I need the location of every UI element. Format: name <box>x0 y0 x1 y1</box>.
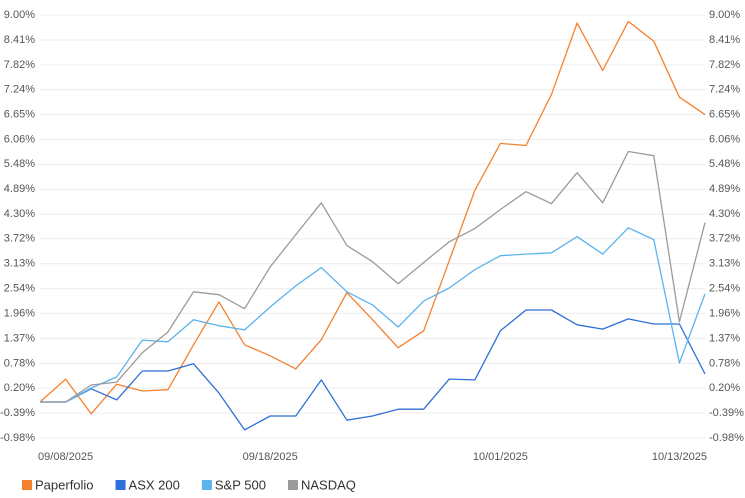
y2-tick-label: 6.65% <box>709 109 740 121</box>
y2-tick-label: 6.06% <box>709 134 740 146</box>
legend-text: NASDAQ <box>301 477 356 492</box>
legend-text: S&P 500 <box>215 477 266 492</box>
y2-tick-label: 3.72% <box>709 233 740 245</box>
x-tick-label: 10/13/2025 <box>652 451 707 463</box>
x-tick-label: 09/18/2025 <box>243 451 298 463</box>
y2-tick-label: 0.78% <box>709 357 740 369</box>
y-tick-label: 2.54% <box>4 283 35 295</box>
y-tick-label: 5.48% <box>4 158 35 170</box>
y2-tick-label: 1.96% <box>709 307 740 319</box>
y2-tick-label: -0.39% <box>709 407 744 419</box>
y2-tick-label: 4.30% <box>709 208 740 220</box>
series-line <box>40 309 706 431</box>
y-tick-label: -0.39% <box>0 407 35 419</box>
legend-swatch <box>22 480 32 490</box>
series-line <box>40 227 706 403</box>
y-tick-label: 3.13% <box>4 258 35 270</box>
y-tick-label: 4.30% <box>4 208 35 220</box>
y-tick-label: 4.89% <box>4 183 35 195</box>
y-tick-label: -0.98% <box>0 432 35 444</box>
series-line <box>39 20 706 415</box>
y-tick-label: 6.65% <box>4 109 35 121</box>
y2-tick-label: 9.00% <box>709 9 740 21</box>
y-tick-label: 1.96% <box>4 307 35 319</box>
y-tick-label: 7.24% <box>4 84 35 96</box>
y2-tick-label: 0.20% <box>709 382 740 394</box>
y-tick-label: 9.00% <box>4 9 35 21</box>
y2-tick-label: 8.41% <box>709 34 740 46</box>
y2-tick-label: -0.98% <box>709 432 744 444</box>
y-tick-label: 1.37% <box>4 332 35 344</box>
y-tick-label: 6.06% <box>4 134 35 146</box>
legend-swatch <box>287 480 298 490</box>
legend-text: ASX 200 <box>129 477 180 492</box>
y-tick-label: 3.72% <box>4 233 35 245</box>
y2-tick-label: 3.13% <box>709 258 740 270</box>
legend-text: Paperfolio <box>35 477 94 492</box>
x-tick-label: 09/08/2025 <box>38 451 93 463</box>
legend-swatch <box>201 480 212 490</box>
y2-tick-label: 7.82% <box>709 59 740 71</box>
y-tick-label: 0.78% <box>4 357 35 369</box>
y2-tick-label: 7.24% <box>709 84 740 96</box>
y2-tick-label: 4.89% <box>709 183 740 195</box>
x-tick-label: 10/01/2025 <box>473 451 528 463</box>
y2-tick-label: 1.37% <box>709 332 740 344</box>
y2-tick-label: 2.54% <box>709 283 740 295</box>
legend-swatch <box>115 480 126 490</box>
series-line <box>40 150 706 403</box>
y-tick-label: 7.82% <box>4 59 35 71</box>
y-tick-label: 0.20% <box>4 382 35 394</box>
y2-tick-label: 5.48% <box>709 158 740 170</box>
y-tick-label: 8.41% <box>4 34 35 46</box>
